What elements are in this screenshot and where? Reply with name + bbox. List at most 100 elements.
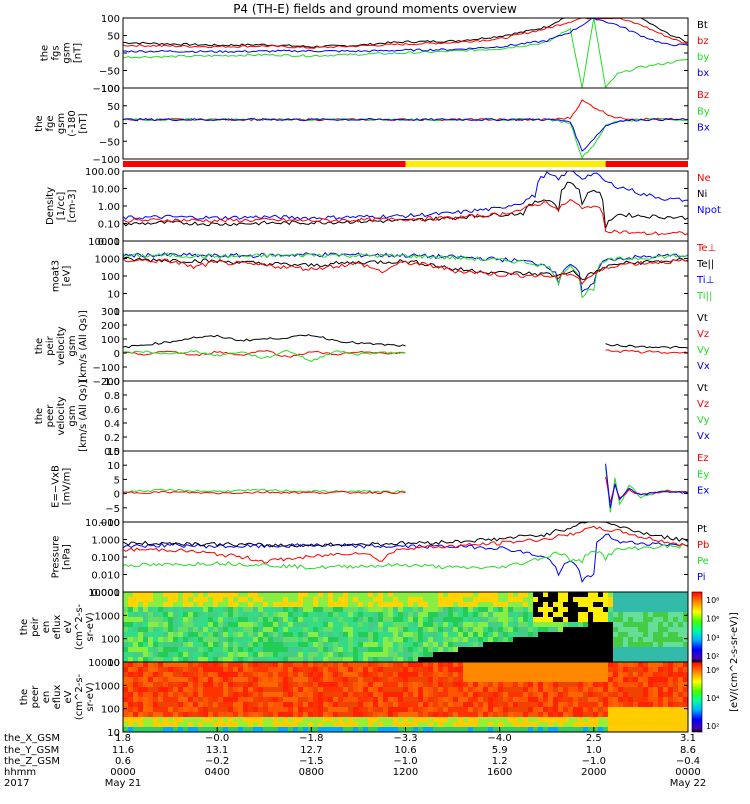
heatmap-cell <box>533 727 539 733</box>
heatmap-cell <box>568 712 574 718</box>
heatmap-cell <box>558 722 564 728</box>
heatmap-cell <box>198 607 204 613</box>
heatmap-cell <box>268 672 274 678</box>
heatmap-cell <box>353 677 359 683</box>
x-axis-row-label: the_Y_GSM <box>4 745 59 756</box>
heatmap-cell <box>628 712 634 718</box>
heatmap-cell <box>603 592 609 598</box>
heatmap-cell <box>183 712 189 718</box>
heatmap-cell <box>178 677 184 683</box>
heatmap-cell <box>168 647 174 653</box>
heatmap-cell <box>138 717 144 723</box>
heatmap-cell <box>613 697 619 703</box>
heatmap-cell <box>188 682 194 688</box>
heatmap-cell <box>168 682 174 688</box>
heatmap-cell <box>143 717 149 723</box>
heatmap-cell <box>323 667 329 673</box>
heatmap-cell <box>398 592 404 598</box>
heatmap-cell <box>283 612 289 618</box>
heatmap-cell <box>503 682 509 688</box>
heatmap-cell <box>278 722 284 728</box>
heatmap-cell <box>178 717 184 723</box>
heatmap-cell <box>418 592 424 598</box>
heatmap-cell <box>628 667 634 673</box>
heatmap-cell <box>183 597 189 603</box>
heatmap-cell <box>578 612 584 618</box>
heatmap-cell <box>458 722 464 728</box>
heatmap-cell <box>343 622 349 628</box>
heatmap-cell <box>333 667 339 673</box>
heatmap-cell <box>443 637 449 643</box>
y-axis-label: sr-eV) <box>85 612 96 641</box>
heatmap-cell <box>633 592 639 598</box>
heatmap-cell <box>258 612 264 618</box>
heatmap-cell <box>293 687 299 693</box>
heatmap-cell <box>343 642 349 648</box>
heatmap-cell <box>258 657 264 663</box>
heatmap-cell <box>273 662 279 668</box>
heatmap-cell <box>168 652 174 658</box>
heatmap-cell <box>178 632 184 638</box>
heatmap-cell <box>373 707 379 713</box>
heatmap-cell <box>213 592 219 598</box>
heatmap-cell <box>198 692 204 698</box>
heatmap-cell <box>253 727 259 733</box>
heatmap-cell <box>223 652 229 658</box>
heatmap-cell <box>353 662 359 668</box>
heatmap-cell <box>138 642 144 648</box>
heatmap-cell <box>123 712 129 718</box>
heatmap-cell <box>238 717 244 723</box>
heatmap-cell <box>523 687 529 693</box>
heatmap-cell <box>358 672 364 678</box>
legend-entry: Vy <box>697 345 710 356</box>
heatmap-cell <box>648 697 654 703</box>
heatmap-cell <box>488 647 494 653</box>
heatmap-cell <box>383 632 389 638</box>
heatmap-cell <box>223 642 229 648</box>
heatmap-cell <box>568 652 574 658</box>
heatmap-cell <box>328 622 334 628</box>
heatmap-cell <box>138 677 144 683</box>
heatmap-cell <box>448 692 454 698</box>
heatmap-cell <box>163 592 169 598</box>
heatmap-cell <box>333 622 339 628</box>
heatmap-cell <box>643 667 649 673</box>
heatmap-cell <box>338 682 344 688</box>
heatmap-cell <box>683 632 689 638</box>
heatmap-cell <box>138 652 144 658</box>
heatmap-cell <box>658 722 664 728</box>
heatmap-cell <box>423 687 429 693</box>
heatmap-cell <box>533 602 539 608</box>
heatmap-cell <box>338 642 344 648</box>
heatmap-cell <box>158 657 164 663</box>
heatmap-cell <box>233 637 239 643</box>
heatmap-cell <box>338 592 344 598</box>
heatmap-cell <box>138 597 144 603</box>
heatmap-cell <box>613 687 619 693</box>
heatmap-cell <box>673 727 679 733</box>
heatmap-cell <box>638 627 644 633</box>
heatmap-cell <box>653 602 659 608</box>
heatmap-cell <box>418 717 424 723</box>
series-line-ti <box>122 252 689 299</box>
heatmap-cell <box>568 592 574 598</box>
heatmap-cell <box>373 647 379 653</box>
heatmap-cell <box>348 632 354 638</box>
heatmap-cell <box>593 622 599 628</box>
heatmap-cell <box>318 702 324 708</box>
heatmap-cell <box>458 672 464 678</box>
heatmap-cell <box>578 707 584 713</box>
heatmap-cell <box>468 627 474 633</box>
heatmap-cell <box>233 722 239 728</box>
heatmap-cell <box>573 592 579 598</box>
y-axis-label: the <box>19 689 30 705</box>
heatmap-cell <box>458 652 464 658</box>
heatmap-cell <box>268 592 274 598</box>
heatmap-cell <box>313 612 319 618</box>
series-line-pe <box>122 543 689 570</box>
heatmap-cell <box>383 647 389 653</box>
heatmap-cell <box>603 697 609 703</box>
heatmap-cell <box>568 637 574 643</box>
heatmap-cell <box>263 667 269 673</box>
